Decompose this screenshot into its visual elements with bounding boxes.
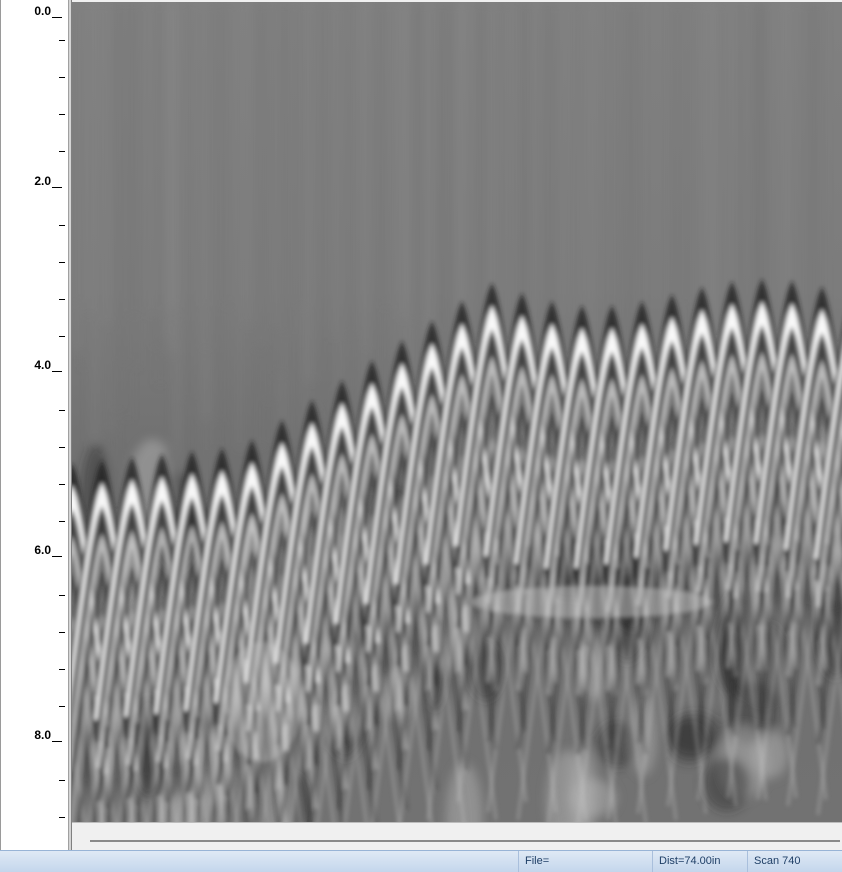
ruler-minor-tick (59, 447, 65, 448)
horizontal-scrollbar[interactable] (72, 822, 842, 850)
ruler-label-2: 2.0 (34, 174, 62, 188)
ruler-minor-tick (59, 632, 65, 633)
depth-ruler: 0.0 2.0 4.0 6.0 8.0 (0, 0, 68, 850)
status-bar: File= Dist=74.00in Scan 740 (0, 850, 842, 872)
ruler-minor-tick (59, 336, 65, 337)
ruler-label-0: 0.0 (34, 4, 62, 18)
ruler-minor-tick (59, 262, 65, 263)
ruler-label-4: 4.0 (34, 358, 62, 372)
ruler-minor-tick (59, 77, 65, 78)
ruler-minor-tick (59, 410, 65, 411)
ruler-minor-tick (59, 706, 65, 707)
ruler-minor-tick (59, 595, 65, 596)
ruler-minor-tick (59, 780, 65, 781)
ruler-label-6: 6.0 (34, 543, 62, 557)
ruler-divider[interactable] (68, 0, 72, 850)
gpr-radargram-view[interactable] (72, 2, 842, 822)
ruler-label-8: 8.0 (34, 728, 62, 742)
ruler-minor-tick (59, 151, 65, 152)
ruler-minor-tick (59, 114, 65, 115)
ruler-minor-tick (59, 521, 65, 522)
ruler-minor-tick (59, 817, 65, 818)
radargram-hyperbolas (72, 278, 842, 822)
ruler-minor-tick (59, 484, 65, 485)
scroll-track[interactable] (90, 840, 840, 842)
ruler-minor-tick (59, 669, 65, 670)
status-file: File= (518, 851, 652, 872)
ruler-minor-tick (59, 225, 65, 226)
status-distance: Dist=74.00in (652, 851, 747, 872)
radargram-image (72, 2, 842, 822)
ruler-minor-tick (59, 299, 65, 300)
status-scan: Scan 740 (747, 851, 842, 872)
ruler-minor-tick (59, 40, 65, 41)
